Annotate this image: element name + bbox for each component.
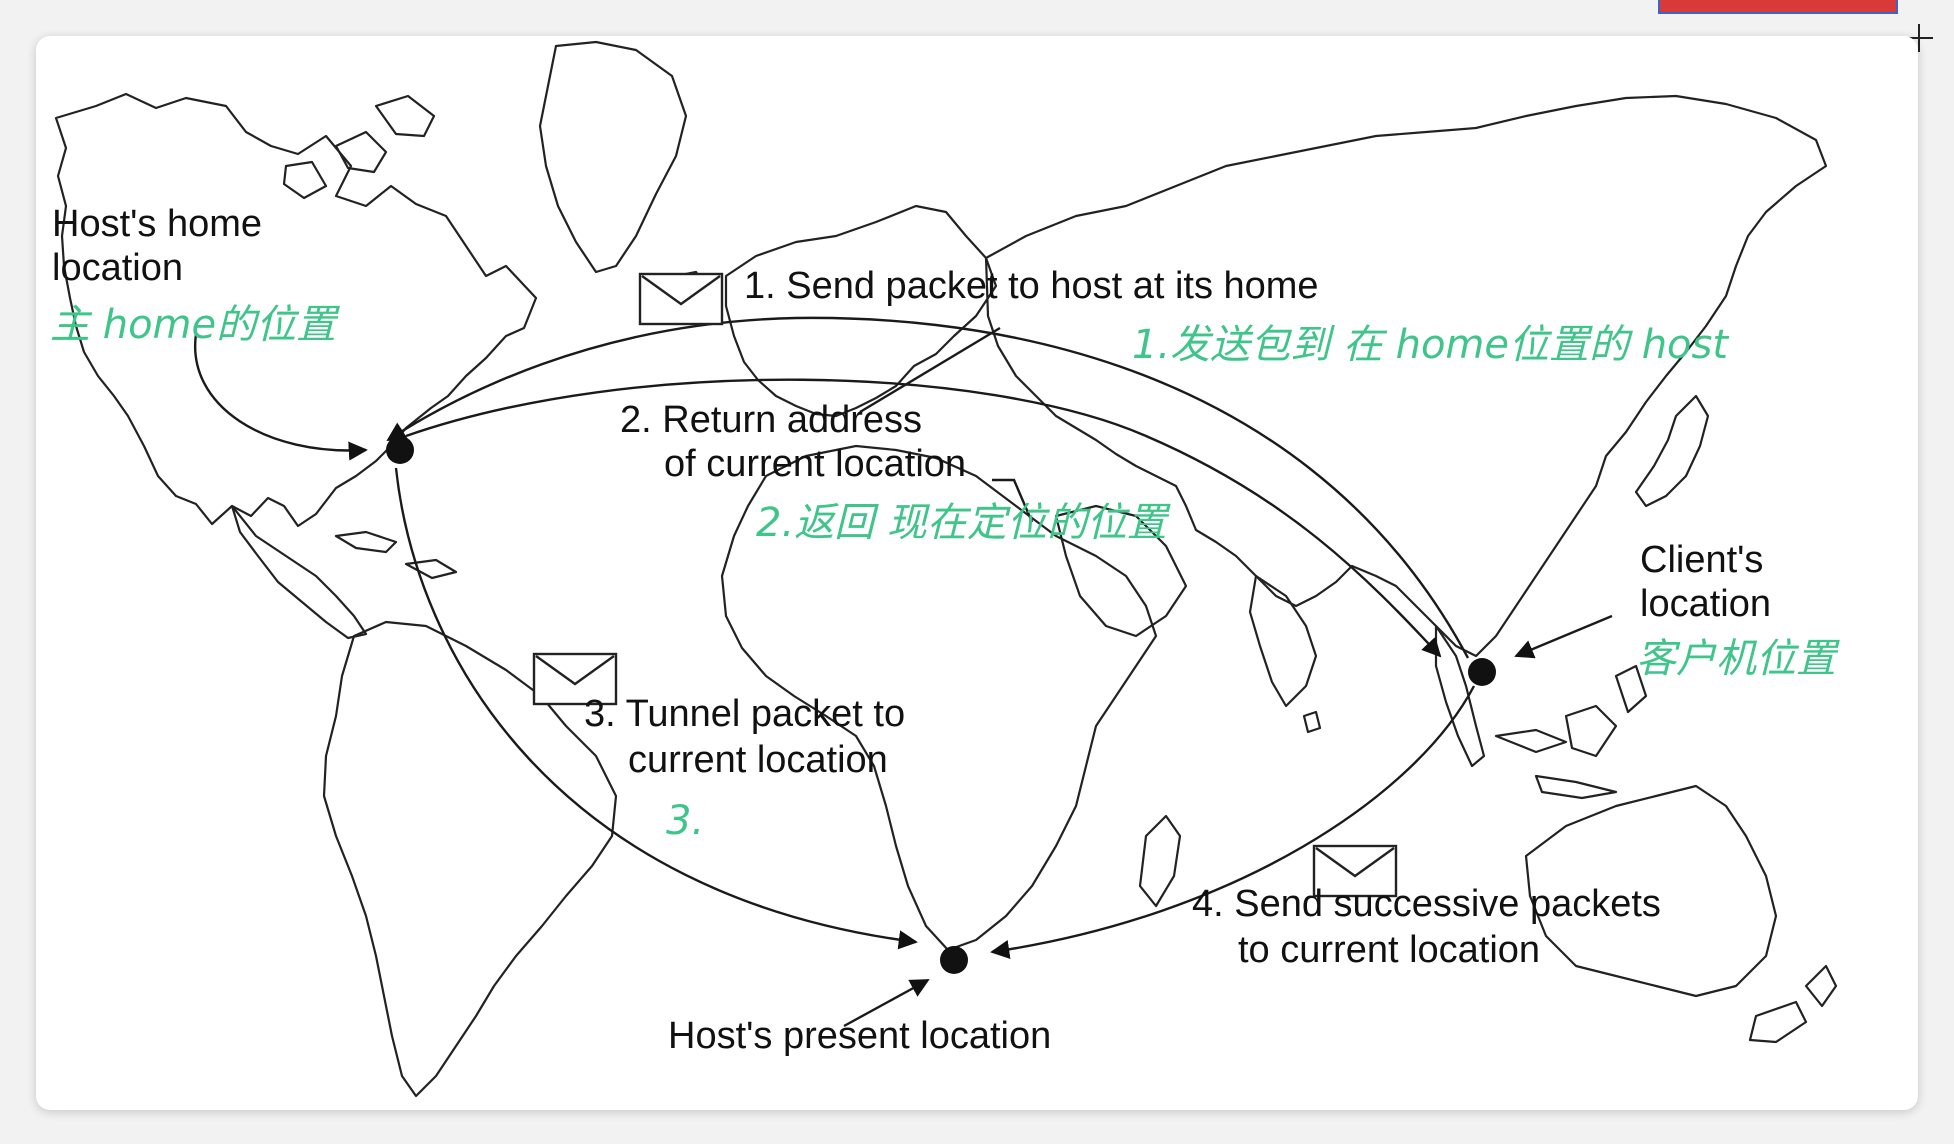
envelope-icon [638, 272, 724, 326]
diagram-card: Host's home location 1. Send packet to h… [36, 36, 1918, 1110]
greenland-outline [538, 40, 688, 274]
caribbean-islands-outline [334, 530, 458, 580]
mobile-host-routing-diagram: Host's home location 1. Send packet to h… [50, 40, 1840, 1098]
step1-annotation: 1.发送包到 在 home位置的 host [1132, 322, 1729, 368]
arctic-islands-outline [282, 94, 436, 200]
australia-outline [1524, 784, 1778, 998]
present-location-label: Host's present location [668, 1015, 1051, 1057]
step3-label: 3. Tunnel packet to current location [584, 693, 916, 781]
home-label: Host's home location [52, 203, 273, 289]
step2-leader-line [992, 478, 1034, 523]
step2-annotation: 2.返回 现在定位的位置 [756, 500, 1171, 546]
central-america-outline [230, 504, 368, 640]
window-titlebar-marker [1658, 0, 1898, 14]
home-location-node [386, 436, 414, 464]
routes [386, 316, 1613, 1028]
present-pointer-line [843, 978, 930, 1028]
new-zealand-outline [1748, 964, 1838, 1044]
step2-label: 2. Return address of current location [620, 399, 966, 485]
client-pointer-line [1514, 614, 1613, 659]
route-successive-packets [990, 685, 1476, 959]
arabia-outline [1054, 504, 1188, 638]
world-map [54, 40, 1838, 1098]
step4-label: 4. Send successive packets to current lo… [1192, 883, 1671, 971]
india-outline [1248, 574, 1318, 708]
route-send-to-home [386, 316, 1470, 659]
asia-outline [984, 94, 1828, 658]
home-annotation: 主 home的位置 [50, 302, 340, 348]
step3-annotation: 3. [666, 798, 704, 844]
home-annotation-arrow [193, 333, 368, 461]
japan-outline [1634, 394, 1710, 508]
step1-leader-line [859, 326, 1001, 414]
africa-outline [720, 444, 1158, 952]
route-return-address [405, 378, 1442, 658]
indonesia-outline [1494, 664, 1648, 800]
client-location-node [1468, 658, 1496, 686]
client-label: Client's location [1640, 539, 1774, 625]
client-annotation: 客户机位置 [1636, 636, 1840, 682]
route-tunnel [394, 467, 918, 950]
step1-label: 1. Send packet to host at its home [744, 265, 1319, 307]
sri-lanka-outline [1302, 710, 1322, 734]
southeast-asia-outline [1434, 624, 1486, 768]
madagascar-outline [1138, 814, 1182, 908]
present-location-node [940, 946, 968, 974]
europe-outline [724, 204, 998, 418]
